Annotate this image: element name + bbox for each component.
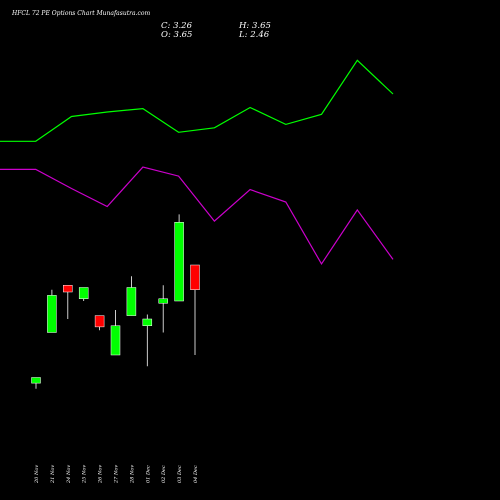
- date-label: 20 Nov: [34, 465, 40, 484]
- candle-body: [174, 222, 184, 302]
- candle-21-nov: [47, 289, 57, 333]
- date-label: 24 Nov: [66, 465, 72, 484]
- candle-02-dec: [158, 285, 168, 333]
- close-value: C: 3.26: [161, 21, 193, 31]
- lower-indicator-line: [0, 166, 394, 266]
- date-label: 02 Dec: [161, 465, 167, 483]
- candle-body: [47, 295, 57, 333]
- low-value: L: 2.46: [238, 30, 270, 40]
- candle-body: [78, 287, 89, 299]
- candle-27-nov: [110, 310, 121, 356]
- candle-body: [94, 315, 105, 328]
- date-label: 01 Dec: [145, 465, 151, 483]
- date-label: 25 Nov: [82, 465, 88, 484]
- candle-body: [190, 264, 200, 290]
- candle-28-nov: [126, 276, 137, 316]
- candle-body: [158, 298, 168, 304]
- candle-24-nov: [63, 285, 73, 319]
- candle-26-nov: [94, 315, 105, 331]
- candle-body: [126, 287, 137, 316]
- candle-body: [63, 285, 73, 293]
- chart-title: HFCL 72 PE Options Chart Munafasutra.com: [11, 10, 150, 17]
- date-label: 26 Nov: [98, 465, 104, 484]
- date-axis: 20 Nov 21 Nov 24 Nov 25 Nov 26 Nov 27 Nov 28 N…: [34, 465, 199, 484]
- indicator-lines: [0, 59, 394, 266]
- candle-25-nov: [78, 287, 89, 301]
- candle-01-dec: [142, 314, 153, 367]
- candle-body: [142, 318, 153, 326]
- date-label: 28 Nov: [129, 465, 135, 484]
- candle-20-nov: [31, 377, 41, 389]
- date-label: 27 Nov: [114, 465, 120, 484]
- date-label: 21 Nov: [50, 465, 56, 484]
- candle-body: [31, 377, 41, 384]
- candle-04-dec: [190, 264, 200, 355]
- candles: [31, 214, 200, 389]
- candle-body: [110, 325, 121, 356]
- open-value: O: 3.65: [161, 30, 192, 40]
- date-label: 03 Dec: [177, 465, 183, 483]
- high-value: H: 3.65: [238, 21, 271, 31]
- candle-03-dec: [174, 214, 184, 302]
- date-label: 04 Dec: [193, 465, 199, 483]
- upper-indicator-line: [0, 59, 394, 142]
